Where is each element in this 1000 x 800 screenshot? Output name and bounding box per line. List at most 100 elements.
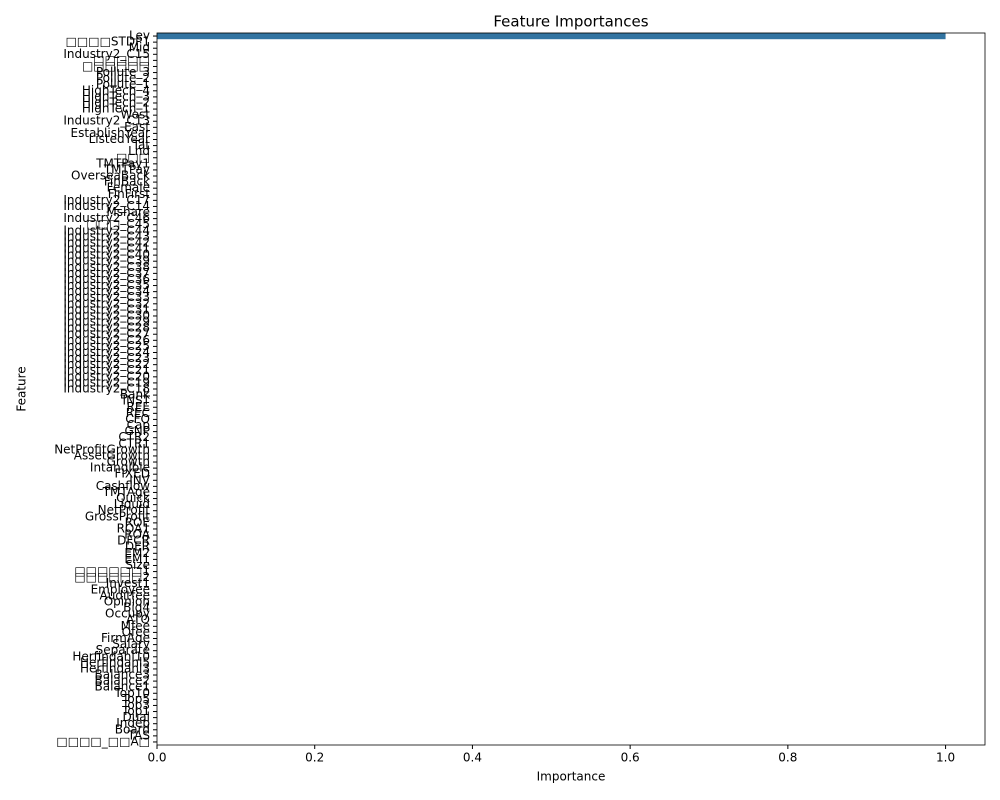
y-tick-label: Cashflow — [96, 479, 150, 493]
y-tick-label: HighTech_1 — [82, 102, 150, 116]
y-tick-label: Industry2_C42 — [63, 235, 150, 249]
y-tick-label: Industry2_C35 — [63, 278, 150, 292]
y-tick-label: Big4 — [123, 601, 150, 615]
y-tick-label: EstablishYear — [71, 126, 151, 140]
y-tick-label: Industry2_C34 — [63, 284, 150, 298]
y-tick-label: Industry2_C32 — [63, 296, 150, 310]
y-tick-label: TMTAge — [102, 485, 150, 499]
x-axis-label: Importance — [537, 770, 606, 784]
y-tick-label: □□□□STDP1 — [66, 35, 150, 49]
y-tick-label: INST — [123, 394, 151, 408]
x-tick-label: 0.6 — [621, 751, 640, 765]
y-tick-label: FinBack — [104, 175, 150, 189]
y-tick-label: Herfindahl10 — [72, 649, 150, 663]
y-tick-label: Industry2_C43 — [63, 229, 150, 243]
y-tick-label: Industry2_C17 — [63, 193, 150, 207]
y-tick-label: Industry2_C28 — [63, 321, 150, 335]
y-tick-label: GrossProfit — [85, 509, 150, 523]
y-tick-label: HighTech_4 — [82, 83, 150, 97]
y-tick-label: Lev — [129, 29, 150, 43]
y-tick-label: Industry2_C18 — [63, 382, 150, 396]
y-tick-label: CTR2 — [118, 430, 150, 444]
y-tick-label: Balance1 — [95, 680, 151, 694]
y-tick-label: Employee — [91, 582, 150, 596]
y-tick-label: Industry2_C19 — [63, 375, 150, 389]
y-tick-label: Occupy — [105, 607, 150, 621]
y-tick-label: ROA — [124, 528, 151, 542]
y-tick-label: CFO — [125, 412, 150, 426]
y-tick-label: Bank — [120, 388, 150, 402]
y-tick-label: FirmAge — [101, 631, 150, 645]
y-tick-label: Herfindahl3 — [80, 661, 150, 675]
x-tick-label: 0.2 — [305, 751, 324, 765]
y-tick-label: Liquid — [114, 497, 150, 511]
y-tick-label: ListedYear — [89, 132, 150, 146]
y-tick-label: Industry2_C38 — [63, 260, 150, 274]
y-tick-label: NetProfit — [98, 503, 151, 517]
y-tick-label: FIXED — [115, 467, 150, 481]
y-tick-label: Mshare — [106, 205, 150, 219]
y-tick-label: Invest1 — [106, 576, 150, 590]
y-tick-label: Indep — [116, 716, 150, 730]
y-tick-label: □□□_C45 — [86, 217, 150, 231]
y-tick-label: Top5 — [121, 692, 150, 706]
y-tick-label: Industry2_C37 — [63, 266, 150, 280]
y-tick-label: FinFirst — [108, 187, 151, 201]
y-tick-label: TMTPay1 — [95, 156, 150, 170]
y-tick-label: Pollute_2 — [96, 71, 150, 85]
y-tick-label: Industry2_C14 — [63, 199, 150, 213]
y-tick-label: Opinion — [104, 594, 150, 608]
y-tick-label: ROE — [125, 515, 150, 529]
y-tick-label: Salary — [112, 637, 150, 651]
y-tick-label: ROA1 — [117, 521, 150, 535]
y-tick-label: Top3 — [121, 698, 150, 712]
y-tick-label: TAS — [127, 728, 150, 742]
y-tick-label: Industry2_C29 — [63, 315, 150, 329]
y-tick-label: □□□□_□□A□ — [56, 734, 150, 748]
y-tick-label: West — [120, 108, 150, 122]
y-tick-label: Separate — [96, 643, 150, 657]
y-tick-label: □□□□□□2 — [74, 570, 150, 584]
y-tick-label: Industry2_C22 — [63, 357, 150, 371]
y-tick-label: Tat — [132, 138, 151, 152]
y-tick-label: Industry2_C40 — [63, 248, 150, 262]
x-tick-label: 0.0 — [147, 751, 166, 765]
y-tick-label: Auditfee — [100, 588, 150, 602]
y-tick-label: HighTech_3 — [82, 89, 150, 103]
y-tick-label: GNP — [124, 424, 150, 438]
y-tick-label: Industry2_C21 — [63, 363, 150, 377]
y-tick-label: Growth — [107, 455, 150, 469]
y-tick-label: OverseaBack — [71, 169, 150, 183]
y-tick-label: Balance2 — [95, 674, 151, 688]
y-tick-label: ATO — [126, 613, 150, 627]
y-tick-label: Cap — [127, 418, 150, 432]
y-tick-label: Dual — [122, 710, 150, 724]
y-tick-label: East — [124, 120, 150, 134]
y-tick-label: TMTPay — [103, 162, 150, 176]
y-tick-label: Industry2_C26 — [63, 333, 150, 347]
y-tick-label: NetProfitGrowth — [54, 442, 150, 456]
y-tick-label: Lnd — [128, 144, 150, 158]
y-tick-label: Industry2_C13 — [63, 114, 150, 128]
y-tick-label: Top10 — [113, 686, 150, 700]
y-tick-label: Industry2_C36 — [63, 272, 150, 286]
y-tick-label: □□□ — [116, 150, 150, 164]
x-tick-label: 1.0 — [936, 751, 955, 765]
y-tick-label: Herfindahl5 — [80, 655, 150, 669]
y-tick-label: Mfee — [121, 619, 150, 633]
y-tick-label: Board — [115, 722, 150, 736]
y-tick-label: Mid — [129, 41, 150, 55]
y-tick-label: Industry2_C24 — [63, 345, 150, 359]
y-tick-label: HighTech_2 — [82, 95, 150, 109]
plot-frame — [156, 32, 986, 746]
y-tick-label: REE — [126, 400, 150, 414]
y-tick-label: Industry2_C27 — [63, 327, 150, 341]
y-tick-label: □□□□□□ — [82, 59, 150, 73]
y-tick-label: EM1 — [124, 552, 150, 566]
y-tick-label: Female — [107, 181, 150, 195]
y-tick-label: Top1 — [121, 704, 150, 718]
y-tick-label: CTR1 — [118, 436, 150, 450]
y-tick-label: Industry2_C25 — [63, 339, 150, 353]
y-tick-label: Industry2_C39 — [63, 254, 150, 268]
y-tick-label: □□□□□ — [93, 53, 150, 67]
